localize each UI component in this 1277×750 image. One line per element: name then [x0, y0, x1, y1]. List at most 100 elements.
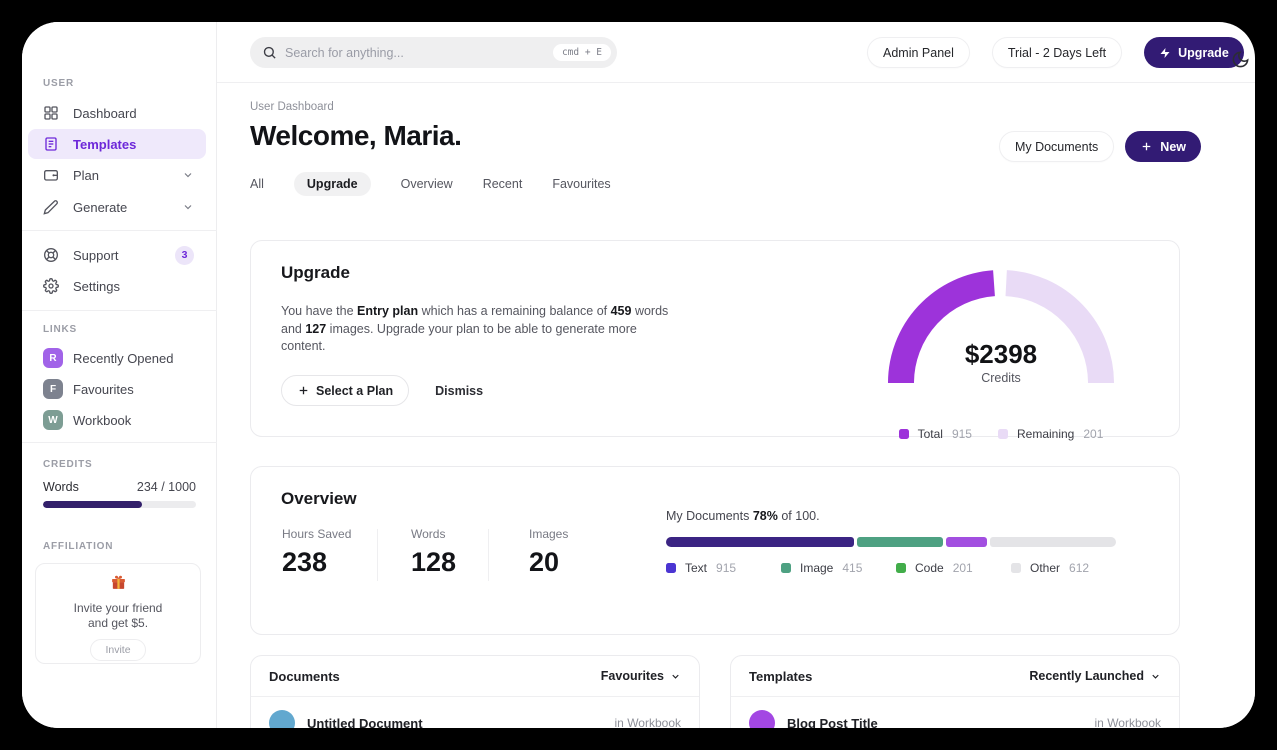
document-row[interactable]: Untitled Document in Workbook — [251, 697, 699, 728]
legend-swatch-other — [1011, 563, 1021, 573]
affiliation-card: Invite your friend and get $5. Invite — [35, 563, 201, 664]
sidebar: USER Dashboard Templates Plan — [22, 22, 217, 728]
legend-swatch-total — [898, 429, 909, 439]
admin-panel-button[interactable]: Admin Panel — [867, 37, 970, 68]
lightning-icon — [1159, 47, 1171, 59]
document-title: Untitled Document — [307, 715, 423, 729]
bar-segment-image — [857, 537, 943, 547]
credits-amount: $2398 — [964, 339, 1038, 369]
legend-swatch-code — [896, 563, 906, 573]
sidebar-link-workbook[interactable]: W Workbook — [28, 405, 206, 435]
sidebar-item-generate[interactable]: Generate — [28, 192, 206, 222]
topbar: Search for anything... cmd + E Admin Pan… — [217, 22, 1255, 83]
sidebar-item-support[interactable]: Support 3 — [28, 240, 206, 270]
legend-swatch-text — [666, 563, 676, 573]
sidebar-item-label: Generate — [73, 199, 128, 215]
search-icon — [262, 45, 277, 60]
tab-recent[interactable]: Recent — [482, 177, 523, 191]
template-row[interactable]: Blog Post Title in Workbook — [731, 697, 1179, 728]
tab-all[interactable]: All — [250, 177, 264, 191]
my-documents-button[interactable]: My Documents — [998, 131, 1115, 162]
trial-status-button[interactable]: Trial - 2 Days Left — [991, 37, 1123, 68]
life-buoy-icon — [43, 247, 59, 263]
link-initial-badge: F — [43, 379, 63, 399]
tab-upgrade[interactable]: Upgrade — [293, 172, 371, 196]
sidebar-item-dashboard[interactable]: Dashboard — [28, 98, 206, 128]
pencil-icon — [43, 199, 59, 215]
search-shortcut-badge: cmd + E — [552, 44, 611, 61]
upgrade-card-title: Upgrade — [281, 263, 350, 282]
sidebar-divider — [22, 442, 217, 443]
sidebar-item-settings[interactable]: Settings — [28, 271, 206, 301]
link-initial-badge: R — [43, 348, 63, 368]
dashboard-grid-icon — [43, 105, 59, 121]
stat-hours-saved: Hours Saved 238 — [282, 527, 352, 577]
stat-divider — [488, 529, 489, 581]
documents-filter-dropdown[interactable]: Favourites — [601, 669, 681, 683]
legend-label: Other — [1030, 561, 1061, 575]
credits-value: 234 / 1000 — [136, 480, 196, 494]
sidebar-link-favourites[interactable]: F Favourites — [28, 374, 206, 404]
legend-value: 201 — [1083, 427, 1104, 441]
templates-document-icon — [43, 136, 59, 152]
template-title: Blog Post Title — [787, 715, 878, 729]
legend-swatch-remaining — [997, 429, 1008, 439]
credits-words-row: Words 234 / 1000 — [43, 480, 196, 494]
gift-icon — [110, 574, 127, 591]
link-initial-badge: W — [43, 410, 63, 430]
credits-progress-track — [43, 501, 196, 508]
legend-label: Remaining — [1016, 427, 1075, 441]
legend-label: Image — [800, 561, 834, 575]
sidebar-item-plan[interactable]: Plan — [28, 160, 206, 190]
stat-divider — [377, 529, 378, 581]
stacked-bar-legend: Text 915 Image 415 Code 201 Other 612 — [666, 561, 1126, 575]
credits-gauge-chart: $2398 Credits Total 915 Remaining 201 — [885, 267, 1117, 441]
sidebar-item-templates[interactable]: Templates — [28, 129, 206, 159]
sidebar-section-credits: CREDITS — [43, 459, 93, 470]
document-location: in Workbook — [614, 716, 681, 728]
select-plan-button[interactable]: Select a Plan — [281, 375, 410, 406]
documents-stacked-bar — [666, 537, 1116, 547]
sidebar-item-label: Dashboard — [73, 105, 137, 121]
credits-progress-fill — [43, 501, 143, 508]
bar-segment-text — [666, 537, 855, 547]
bar-segment-other — [990, 537, 1116, 547]
sidebar-link-recently-opened[interactable]: R Recently Opened — [28, 343, 206, 373]
sidebar-item-label: Templates — [73, 136, 137, 152]
invite-button[interactable]: Invite — [90, 639, 146, 661]
document-avatar — [269, 710, 295, 728]
app-window: USER Dashboard Templates Plan — [22, 22, 1255, 728]
templates-card-title: Templates — [749, 668, 813, 684]
sidebar-divider — [22, 310, 217, 311]
sidebar-item-label: Settings — [73, 278, 120, 294]
documents-card-title: Documents — [269, 668, 340, 684]
upgrade-card: Upgrade You have the Entry plan which ha… — [250, 240, 1180, 441]
sidebar-section-user: USER — [43, 78, 74, 89]
legend-value: 915 — [951, 427, 972, 441]
tab-overview[interactable]: Overview — [400, 177, 453, 191]
page-title: Welcome, Maria. — [250, 120, 462, 151]
plus-icon — [297, 384, 310, 397]
bar-segment-code — [945, 537, 988, 547]
tab-favourites[interactable]: Favourites — [552, 177, 611, 191]
template-location: in Workbook — [1094, 716, 1161, 728]
gauge-arcs — [888, 270, 1114, 384]
sidebar-section-links: LINKS — [43, 324, 77, 335]
documents-progress-caption: My Documents 78% of 100. — [666, 509, 820, 523]
chevron-down-icon — [1150, 671, 1161, 682]
chevron-down-icon — [670, 671, 681, 682]
new-button[interactable]: New — [1125, 131, 1201, 162]
templates-filter-dropdown[interactable]: Recently Launched — [1029, 669, 1161, 683]
chevron-down-icon — [182, 169, 194, 181]
template-avatar — [749, 710, 775, 728]
filter-tabs: All Upgrade Overview Recent Favourites — [250, 172, 611, 196]
chevron-down-icon — [182, 201, 194, 213]
templates-card: Templates Recently Launched Blog Post Ti… — [730, 655, 1180, 728]
legend-swatch-image — [781, 563, 791, 573]
upgrade-button[interactable]: Upgrade — [1144, 37, 1244, 68]
search-input[interactable]: Search for anything... cmd + E — [250, 37, 617, 68]
dismiss-button[interactable]: Dismiss — [435, 383, 484, 398]
dark-mode-moon-icon[interactable] — [1231, 50, 1251, 70]
gear-icon — [43, 278, 59, 294]
support-count-badge: 3 — [175, 245, 194, 265]
